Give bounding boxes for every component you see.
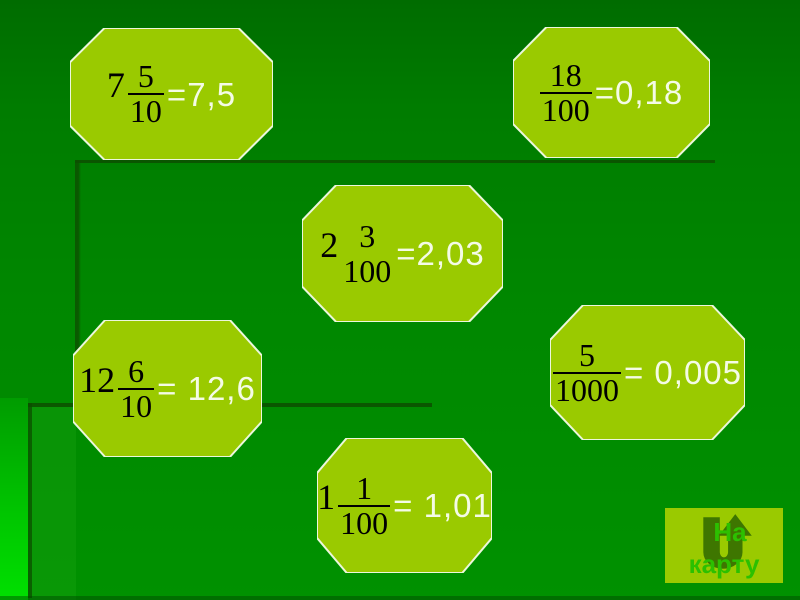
whole-number: 7 [106,65,125,105]
fraction-denominator: 1000 [552,371,621,408]
decimal-result: = 12,6 [157,370,256,407]
fraction: 3 100 [341,220,393,287]
fraction-numerator: 5 [137,58,154,95]
whole-number: 2 [320,224,339,265]
octagon-shape [70,28,273,160]
u-turn-up-arrow-icon [703,514,752,569]
octagon-content: 18 100 =0,18 [513,27,710,158]
fraction-octagon-1: 7 5 10 =7,5 [70,28,273,160]
octagon-content: 5 1000 = 0,005 [550,305,745,440]
fraction-denominator: 100 [539,91,592,128]
nav-button-label-line1: На [713,517,747,547]
fraction-numerator: 1 [356,469,373,506]
whole-number: 12 [79,359,116,400]
decimal-result: = 0,005 [623,354,743,391]
fraction-numerator: 5 [578,336,595,373]
octagon-content: 2 3 100 =2,03 [302,185,503,322]
background-line-top [75,160,715,163]
background-bright-corner [0,398,28,600]
fraction-numerator: 6 [128,352,145,389]
decimal-result: = 1,01 [393,487,492,524]
background-band [30,404,76,600]
fraction-octagon-4: 12 6 10 = 12,6 [73,320,262,457]
octagon-shape [317,438,492,573]
whole-number: 1 [317,476,336,517]
octagon-shape [73,320,262,457]
fraction-octagon-2: 18 100 =0,18 [513,27,710,158]
fraction-denominator: 100 [343,252,392,289]
decimal-result: =2,03 [396,235,485,272]
background-line-bottom [0,596,800,600]
octagon-content: 1 1 100 = 1,01 [317,438,492,573]
decimal-result: =7,5 [166,75,237,113]
fraction: 5 10 [127,58,164,129]
octagon-shape [513,27,710,158]
decimal-result: =0,18 [594,74,684,111]
fraction-denominator: 100 [338,504,391,541]
fraction-numerator: 18 [549,56,582,93]
octagon-content: 7 5 10 =7,5 [70,28,273,160]
fraction-octagon-5: 5 1000 = 0,005 [550,305,745,440]
fraction: 5 1000 [552,336,621,408]
nav-to-map-button[interactable]: На карту [665,508,783,583]
octagon-content: 12 6 10 = 12,6 [73,320,262,457]
octagon-shape [550,305,745,440]
background-line-lower-left [28,403,32,598]
fraction-denominator: 10 [118,387,155,424]
fraction: 18 100 [539,56,592,128]
fraction-octagon-6: 1 1 100 = 1,01 [317,438,492,573]
fraction-octagon-3: 2 3 100 =2,03 [302,185,503,322]
fraction-numerator: 3 [359,217,376,254]
background-line-left [75,160,81,407]
fraction: 1 100 [338,469,391,541]
fraction: 6 10 [118,352,155,424]
fraction-denominator: 10 [127,93,164,129]
octagon-shape [302,185,503,322]
nav-button-label-line2: карту [688,549,760,579]
